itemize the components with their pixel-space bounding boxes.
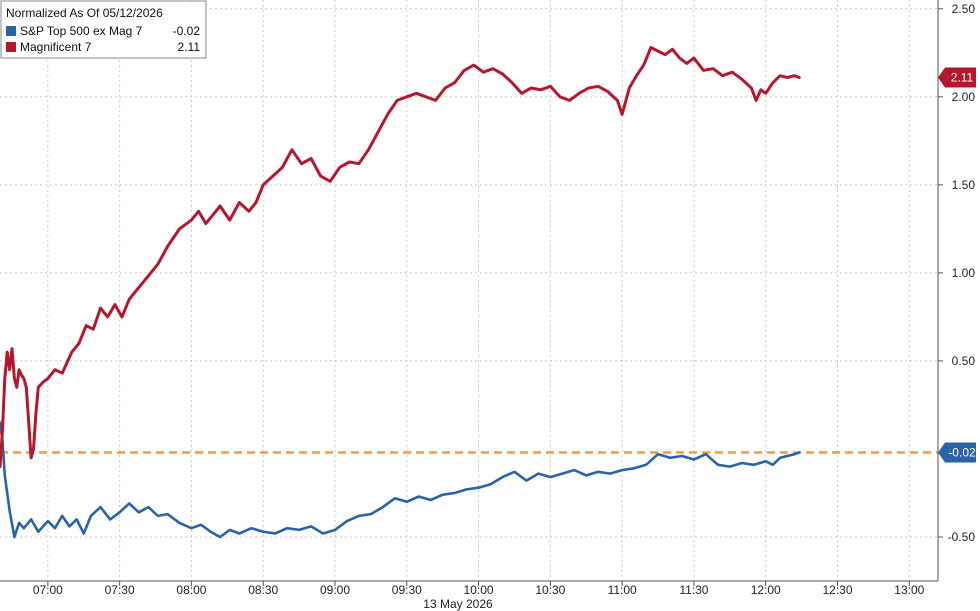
y-tick-label: 2.00 bbox=[952, 90, 976, 104]
y-tick-label: -0.50 bbox=[948, 530, 976, 544]
date-label: 13 May 2026 bbox=[423, 597, 493, 611]
legend-value-sp500-ex-mag7: -0.02 bbox=[173, 24, 201, 38]
y-tick-label: 0.50 bbox=[952, 354, 976, 368]
x-tick-label: 10:30 bbox=[535, 583, 565, 597]
x-tick-label: 10:00 bbox=[464, 583, 494, 597]
x-tick-label: 12:30 bbox=[822, 583, 852, 597]
series-layer bbox=[0, 46, 801, 539]
x-tick-label: 11:30 bbox=[679, 583, 708, 597]
legend-label-sp500-ex-mag7: S&P Top 500 ex Mag 7 bbox=[20, 24, 143, 38]
value-badge-s-p-top-500-ex-mag-7: -0.02 bbox=[938, 442, 976, 463]
value-badge-bg bbox=[938, 442, 976, 463]
x-tick-label: 07:30 bbox=[105, 583, 135, 597]
value-badge-text: 2.11 bbox=[951, 70, 974, 84]
x-tick-label: 09:00 bbox=[320, 583, 350, 597]
legend: Normalized As Of 05/12/2026 S&P Top 500 … bbox=[0, 0, 207, 59]
value-badge-text: -0.02 bbox=[948, 445, 976, 459]
legend-value-magnificent-7: 2.11 bbox=[178, 40, 201, 54]
value-badge-bg bbox=[938, 67, 976, 88]
x-tick-label: 12:00 bbox=[751, 583, 781, 597]
x-ticks: 07:00 07:30 08:00 08:30 09:00 09:30 10:00 10:30… bbox=[33, 581, 925, 597]
legend-swatch-magnificent-7 bbox=[6, 42, 16, 52]
grid bbox=[0, 0, 938, 581]
y-tick-label: 2.50 bbox=[952, 2, 976, 16]
series-line-magnificent-7 bbox=[0, 46, 801, 469]
x-tick-label: 08:30 bbox=[248, 583, 278, 597]
chart-title: Normalized As Of 05/12/2026 bbox=[6, 6, 163, 20]
y-tick-label: 1.50 bbox=[952, 178, 976, 192]
series-line-s-p-top-500-ex-mag-7 bbox=[0, 421, 801, 539]
value-badges: -0.02 2.11 bbox=[938, 67, 976, 463]
x-tick-label: 08:00 bbox=[176, 583, 206, 597]
x-tick-label: 07:00 bbox=[33, 583, 63, 597]
x-tick-label: 11:00 bbox=[608, 583, 637, 597]
x-tick-label: 13:00 bbox=[894, 583, 924, 597]
x-tick-label: 09:30 bbox=[392, 583, 422, 597]
y-ticks: -0.50 0.50 1.00 1.50 2.00 2.50 bbox=[938, 2, 975, 544]
legend-box bbox=[0, 0, 207, 59]
value-badge-magnificent-7: 2.11 bbox=[938, 67, 976, 88]
legend-swatch-sp500-ex-mag7 bbox=[6, 26, 16, 36]
legend-label-magnificent-7: Magnificent 7 bbox=[20, 40, 92, 54]
y-tick-label: 1.00 bbox=[952, 266, 976, 280]
